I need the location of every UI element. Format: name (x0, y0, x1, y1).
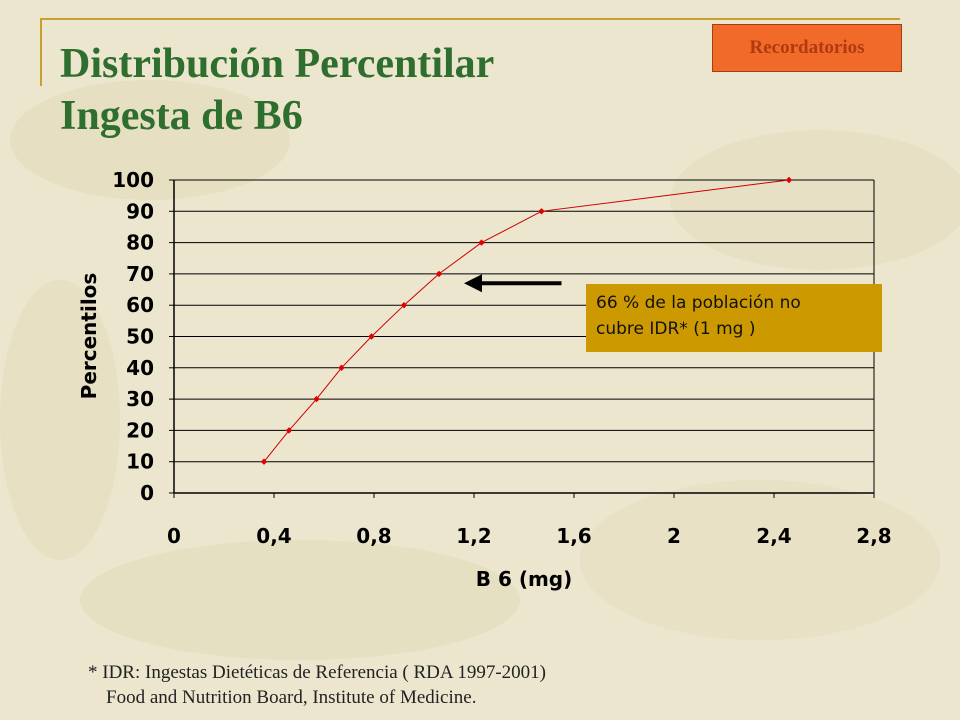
callout-line-2: cubre IDR* (1 mg ) (596, 319, 756, 339)
arrow-head (464, 274, 482, 293)
y-tick-label: 100 (112, 168, 154, 192)
data-point (313, 395, 320, 403)
footnote-line-1: * IDR: Ingestas Dietéticas de Referencia… (88, 662, 546, 683)
callout-box: 66 % de la población no cubre IDR* (1 mg… (586, 284, 882, 352)
data-point (435, 270, 443, 278)
y-tick-label: 10 (126, 450, 154, 474)
series-line (263, 179, 790, 463)
x-tick-label: 1,6 (556, 524, 591, 548)
frame-vertical-rule (40, 18, 42, 86)
x-tick-label: 0,8 (356, 524, 391, 548)
frame-horizontal-rule (40, 18, 900, 20)
y-tick-label: 80 (126, 231, 154, 255)
data-point (285, 427, 293, 434)
x-axis-label: B 6 (mg) (476, 567, 573, 591)
data-point (368, 333, 375, 340)
recordatorios-button[interactable]: Recordatorios (712, 24, 902, 72)
x-tick-label: 0 (167, 524, 181, 548)
x-tick-label: 1,2 (456, 524, 491, 548)
footnote: * IDR: Ingestas Dietéticas de Referencia… (88, 660, 546, 710)
data-point (478, 239, 485, 246)
title-line-2: Ingesta de B6 (60, 93, 303, 139)
y-tick-labels: 0 10 20 30 40 50 60 70 80 90 100 (112, 168, 154, 505)
y-tick-label: 40 (126, 356, 154, 380)
data-point (260, 458, 268, 465)
recordatorios-label: Recordatorios (749, 37, 865, 58)
callout-line-1: 66 % de la población no (596, 293, 801, 313)
data-point (338, 364, 345, 371)
y-axis-label: Percentilos (77, 273, 101, 400)
y-tick-label: 60 (126, 293, 154, 317)
slide-title: Distribución Percentilar Ingesta de B6 (60, 38, 494, 142)
y-tick-label: 70 (126, 262, 154, 286)
y-tick-label: 50 (126, 325, 154, 349)
footnote-line-2: Food and Nutrition Board, Institute of M… (106, 687, 477, 708)
x-tick-label: 0,4 (256, 524, 291, 548)
x-tick-label: 2,8 (856, 524, 891, 548)
series-percentiles (260, 176, 793, 465)
data-point (785, 176, 793, 184)
x-tick-labels: 0 0,4 0,8 1,2 1,6 2 2,4 2,8 (167, 524, 892, 548)
y-tick-label: 20 (126, 418, 154, 442)
chart-gridlines (174, 179, 874, 463)
data-point (400, 302, 408, 309)
title-line-1: Distribución Percentilar (60, 41, 495, 87)
data-point (538, 208, 545, 215)
x-tick-label: 2,4 (756, 524, 791, 548)
x-tick-label: 2 (667, 524, 681, 548)
y-tick-label: 0 (140, 481, 154, 505)
y-tick-label: 30 (126, 387, 154, 411)
callout-arrow (464, 274, 562, 293)
y-tick-label: 90 (126, 199, 154, 223)
